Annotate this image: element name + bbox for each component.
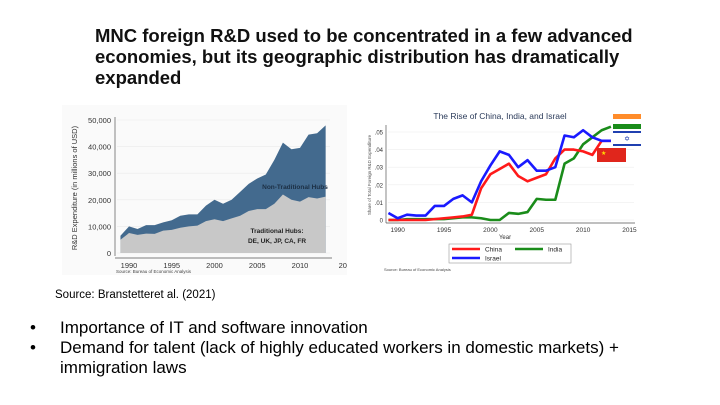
x-tick-label: 1995	[163, 261, 180, 270]
y-tick-label: .02	[375, 183, 384, 189]
chart-source: Source: Bureau of Economic Analysis	[384, 267, 451, 272]
y-tick-label: 0	[380, 219, 384, 225]
israel-flag-icon	[613, 131, 641, 133]
slide-source: Source: Branstetteret al. (2021)	[55, 289, 216, 301]
legend-label-india: India	[548, 247, 562, 254]
y-tick-label: 10,000	[88, 222, 111, 231]
x-tick-label: 2015	[622, 227, 637, 234]
y-axis-label: Share of Total Foreign R&D Expenditure	[367, 134, 372, 215]
label-traditional-hubs-countries: DE, UK, JP, CA, FR	[248, 238, 306, 245]
y-tick-label: .03	[375, 166, 384, 172]
label-non-traditional-hubs: Non-Traditional Hubs	[262, 184, 328, 191]
x-tick-label: 20	[339, 261, 347, 270]
x-tick-label: 2010	[292, 261, 309, 270]
x-tick-label: 2005	[530, 227, 545, 234]
bullet-item: • Demand for talent (lack of highly educa…	[30, 338, 710, 378]
bullet-icon: •	[30, 338, 36, 357]
x-tick-label: 1995	[437, 227, 452, 234]
bullet-icon: •	[30, 318, 36, 337]
legend-label-israel: Israel	[485, 256, 501, 263]
label-traditional-hubs: Traditional Hubs:	[250, 228, 303, 235]
chart-title: The Rise of China, India, and Israel	[433, 111, 566, 121]
chart-source: Source: Bureau of Economic Analysis	[116, 269, 192, 274]
y-tick-label: 0	[107, 249, 111, 258]
y-tick-label: .01	[375, 201, 384, 207]
x-tick-label: 2000	[206, 261, 223, 270]
line-india	[388, 125, 612, 222]
x-tick-label: 2010	[576, 227, 591, 234]
bullet-text: Importance of IT and software innovation	[60, 318, 368, 337]
bullet-item: • Importance of IT and software innovatio…	[30, 318, 710, 338]
slide-title: MNC foreign R&D used to be concentrated …	[95, 25, 633, 88]
china-flag-star-icon: ★	[601, 150, 606, 157]
x-tick-label: 2000	[483, 227, 498, 234]
y-tick-label: 50,000	[88, 116, 111, 125]
line-israel	[387, 128, 611, 220]
flags: ✡★	[597, 114, 641, 162]
x-tick-label: 2005	[249, 261, 266, 270]
y-tick-label: 40,000	[88, 143, 111, 152]
y-tick-label: 20,000	[88, 196, 111, 205]
y-tick-label: .05	[375, 131, 384, 137]
x-axis-label: Year	[499, 235, 511, 241]
bullet-list: • Importance of IT and software innovatio…	[30, 318, 710, 378]
india-flag-icon	[613, 114, 641, 119]
legend-label-china: China	[485, 247, 502, 254]
china-flag-icon	[597, 148, 626, 162]
y-tick-label: .04	[375, 148, 384, 154]
charts: 0 10,000 20,000 30,000 40,000 50,000 1990 1995 2…	[70, 111, 641, 274]
star-of-david-icon: ✡	[624, 135, 630, 143]
bullet-text: Demand for talent (lack of highly educat…	[60, 338, 619, 377]
israel-flag-stripe	[613, 144, 641, 146]
india-flag-green-stripe	[613, 124, 641, 129]
line-china	[388, 139, 611, 222]
x-tick-label: 1990	[121, 261, 138, 270]
y-tick-label: 30,000	[88, 169, 111, 178]
x-tick-label: 1990	[390, 227, 405, 234]
area-traditional-hubs	[120, 194, 326, 253]
y-axis-label: R&D Expenditure (in millions of USD)	[70, 125, 79, 250]
